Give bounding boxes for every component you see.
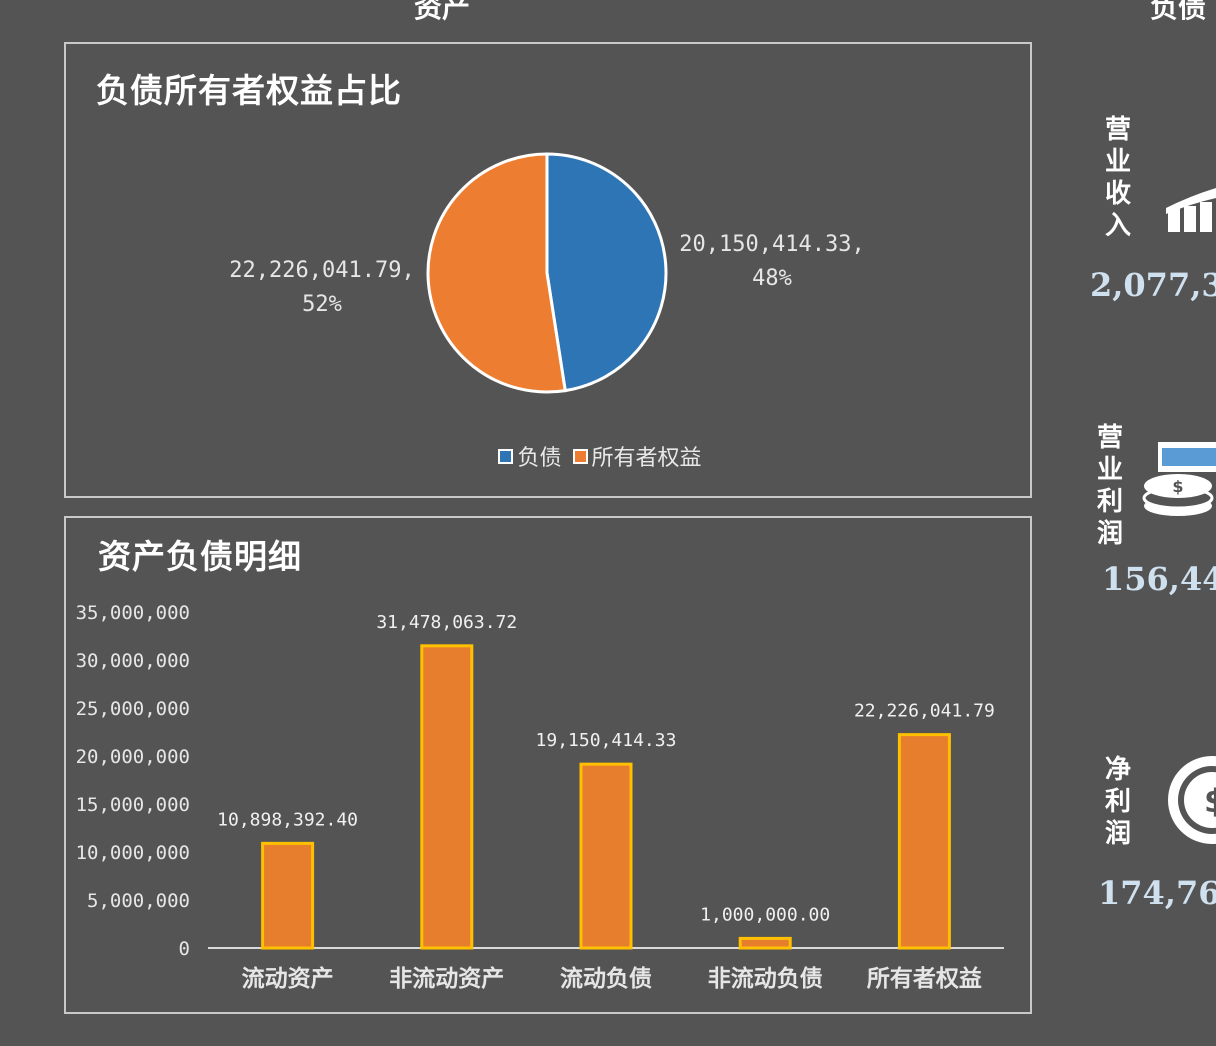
kpi-label-char: 净: [1104, 755, 1131, 785]
pie-slice-equity[interactable]: [426, 152, 567, 394]
bar-value-label: 22,226,041.79: [854, 701, 995, 722]
x-category-label: 流动负债: [560, 965, 652, 992]
kpi-label-char: 润: [1096, 519, 1123, 549]
pie-label-equity-value: 22,226,041.79,: [229, 258, 415, 283]
liabilities-header: 负债: [1150, 0, 1207, 24]
bar-growth-icon: [1166, 188, 1216, 232]
legend-swatch-equity: [572, 448, 588, 464]
y-tick-label: 0: [179, 938, 190, 960]
bar-chart-title: 资产负债明细: [98, 537, 302, 576]
kpi-label-char: 入: [1104, 211, 1131, 241]
x-category-label: 非流动负债: [708, 965, 823, 992]
bar-3[interactable]: [579, 762, 633, 950]
y-tick-label: 30,000,000: [76, 650, 190, 672]
pie-slice-liability[interactable]: [545, 152, 668, 393]
bar-2[interactable]: [420, 644, 474, 950]
kpi-label-char: 营: [1104, 115, 1131, 145]
pie-label-equity: 22,226,041.79, 52%: [222, 254, 422, 322]
kpi-label-char: 利: [1104, 787, 1131, 817]
legend-item-liability[interactable]: 负债: [498, 440, 562, 472]
kpi-label-op-profit-text: 营业利润: [1094, 422, 1126, 550]
assets-header: 资产: [414, 0, 471, 24]
x-category-label: 所有者权益: [867, 965, 982, 992]
bar-value-label: 19,150,414.33: [536, 730, 677, 751]
kpi-value-net-profit: 174,766: [1098, 874, 1216, 912]
bar-1[interactable]: [261, 841, 315, 950]
pie-legend: 负债 所有者权益: [370, 440, 830, 472]
kpi-value-op-profit: 156,448: [1102, 560, 1216, 598]
pie-label-liability-percent: 48%: [752, 266, 792, 291]
y-tick-label: 10,000,000: [76, 842, 190, 864]
kpi-label-char: 收: [1104, 179, 1131, 209]
y-tick-label: 5,000,000: [87, 890, 190, 912]
pie-label-equity-percent: 52%: [302, 292, 342, 317]
x-category-label: 流动资产: [242, 965, 334, 992]
bar-value-label: 31,478,063.72: [376, 612, 517, 633]
y-tick-label: 20,000,000: [76, 746, 190, 768]
pie-label-liability: 20,150,414.33, 48%: [672, 228, 872, 296]
y-tick-label: 15,000,000: [76, 794, 190, 816]
bar-value-label: 1,000,000.00: [700, 904, 830, 925]
kpi-label-char: 利: [1096, 487, 1123, 517]
legend-item-equity[interactable]: 所有者权益: [572, 440, 702, 472]
kpi-label-char: 润: [1104, 819, 1131, 849]
bar-chart-panel: [64, 516, 1032, 1014]
legend-swatch-liability: [498, 448, 514, 464]
kpi-label-char: 业: [1096, 455, 1123, 485]
kpi-label-revenue-text: 营业收入: [1102, 114, 1134, 242]
y-tick-label: 35,000,000: [76, 602, 190, 624]
svg-text:$: $: [1172, 477, 1183, 496]
bar-4[interactable]: [738, 936, 792, 950]
kpi-value-revenue: 2,077,37: [1090, 266, 1216, 304]
kpi-label-net-profit-text: 净利润: [1102, 754, 1134, 850]
kpi-label-op-profit: 营业利润: [1094, 422, 1126, 550]
pie-chart-title: 负债所有者权益占比: [96, 71, 402, 110]
pie-label-liability-value: 20,150,414.33,: [679, 232, 865, 257]
legend-label-equity: 所有者权益: [591, 446, 702, 471]
kpi-label-net-profit: 净利润: [1102, 754, 1134, 850]
kpi-label-char: 营: [1096, 423, 1123, 453]
legend-label-liability: 负债: [517, 446, 562, 471]
y-tick-label: 25,000,000: [76, 698, 190, 720]
svg-text:$: $: [1204, 782, 1216, 820]
gear-dollar-icon: $: [1168, 756, 1216, 844]
kpi-label-char: 业: [1104, 147, 1131, 177]
pie-chart-panel: [64, 42, 1032, 498]
bar-5[interactable]: [897, 733, 951, 950]
x-category-label: 非流动资产: [389, 965, 504, 992]
bar-value-label: 10,898,392.40: [217, 809, 358, 830]
kpi-label-revenue: 营业收入: [1102, 114, 1134, 242]
coins-cash-icon: $: [1142, 442, 1216, 516]
